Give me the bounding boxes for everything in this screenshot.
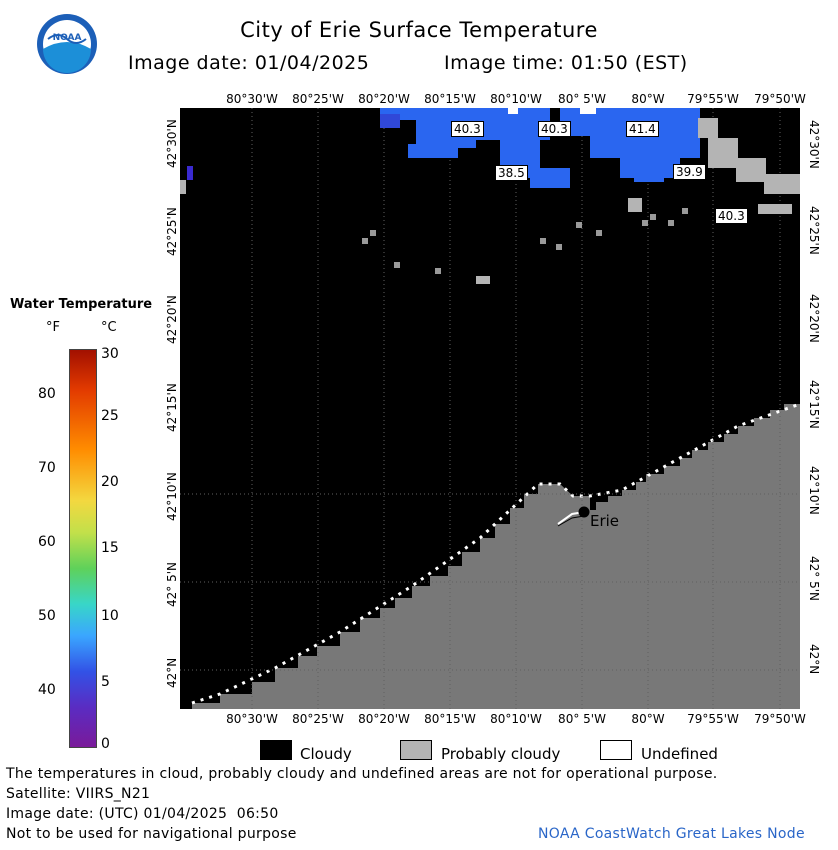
lon-label-top: 80° 5'W [558, 92, 606, 106]
lon-label-bottom: 80°10'W [490, 712, 542, 726]
scale-tick-f: 40 [38, 682, 56, 698]
footer-satellite: Satellite: VIIRS_N21 [6, 786, 151, 802]
scale-title: Water Temperature [10, 297, 153, 312]
scale-unit-f: °F [46, 320, 60, 335]
scale-tick-c: 5 [101, 674, 110, 690]
lon-label-top: 80°15'W [424, 92, 476, 106]
lon-label-bottom: 80°25'W [292, 712, 344, 726]
temp-label: 40.3 [715, 208, 748, 224]
lat-label-right: 42°25'N [807, 206, 821, 255]
lon-label-bottom: 80°15'W [424, 712, 476, 726]
erie-city-marker [578, 506, 590, 518]
map-title: City of Erie Surface Temperature [240, 18, 598, 42]
image-time: Image time: 01:50 (EST) [444, 52, 688, 74]
lat-label-left: 42° 5'N [165, 562, 179, 607]
lon-label-bottom: 79°55'W [687, 712, 739, 726]
footer-credit: NOAA CoastWatch Great Lakes Node [538, 826, 805, 842]
noaa-logo: NOAA [36, 13, 98, 75]
lon-label-top: 79°50'W [754, 92, 806, 106]
lat-label-left: 42°25'N [165, 207, 179, 256]
lat-label-right: 42°N [807, 644, 821, 675]
scale-tick-f: 60 [38, 534, 56, 550]
lon-label-top: 80°25'W [292, 92, 344, 106]
lat-label-right: 42°10'N [807, 466, 821, 515]
speckle-pixels [362, 208, 688, 274]
scale-unit-c: °C [101, 320, 117, 335]
color-scale-bar [69, 349, 97, 748]
probably-cloudy-pixels [180, 118, 800, 284]
lon-label-bottom: 79°50'W [754, 712, 806, 726]
footer-note: The temperatures in cloud, probably clou… [6, 766, 718, 782]
legend-swatch-probably-cloudy [400, 740, 432, 760]
lon-label-bottom: 80°W [631, 712, 665, 726]
lat-label-right: 42°30'N [807, 120, 821, 169]
scale-tick-c: 15 [101, 540, 119, 556]
temp-label: 38.5 [495, 165, 528, 181]
lat-label-left: 42°15'N [165, 383, 179, 432]
lat-label-right: 42°20'N [807, 294, 821, 343]
lon-label-bottom: 80° 5'W [558, 712, 606, 726]
lat-label-right: 42°15'N [807, 380, 821, 429]
lon-label-top: 79°55'W [687, 92, 739, 106]
lat-label-left: 42°10'N [165, 472, 179, 521]
lon-label-top: 80°30'W [226, 92, 278, 106]
legend-label-undefined: Undefined [641, 745, 718, 763]
temp-label: 39.9 [673, 164, 706, 180]
footer-utc-date: Image date: (UTC) 01/04/2025 06:50 [6, 806, 279, 822]
temp-label: 40.3 [538, 121, 571, 137]
undefined-pixels [508, 108, 596, 114]
lat-label-right: 42° 5'N [807, 556, 821, 601]
legend-label-probably-cloudy: Probably cloudy [441, 745, 561, 763]
scale-tick-c: 20 [101, 474, 119, 490]
lat-label-left: 42°N [165, 657, 179, 688]
footer-nav-warning: Not to be used for navigational purpose [6, 826, 297, 842]
city-label: Erie [590, 512, 620, 530]
legend-swatch-undefined [600, 740, 632, 760]
temp-label: 40.3 [451, 121, 484, 137]
noaa-logo-text: NOAA [52, 33, 82, 43]
scale-tick-f: 80 [38, 386, 56, 402]
lon-label-bottom: 80°20'W [358, 712, 410, 726]
lat-label-left: 42°30'N [165, 119, 179, 168]
temperature-map [180, 108, 800, 709]
scale-tick-c: 0 [101, 736, 110, 752]
lon-label-top: 80°10'W [490, 92, 542, 106]
scale-tick-c: 30 [101, 346, 119, 362]
scale-tick-c: 25 [101, 408, 119, 424]
image-date: Image date: 01/04/2025 [128, 52, 370, 74]
lon-label-bottom: 80°30'W [226, 712, 278, 726]
temp-label: 41.4 [626, 121, 659, 137]
legend-label-cloudy: Cloudy [300, 745, 352, 763]
lon-label-top: 80°W [631, 92, 665, 106]
scale-tick-f: 70 [38, 460, 56, 476]
lat-label-left: 42°20'N [165, 295, 179, 344]
scale-tick-c: 10 [101, 608, 119, 624]
scale-tick-f: 50 [38, 608, 56, 624]
lon-label-top: 80°20'W [358, 92, 410, 106]
legend-swatch-cloudy [260, 740, 292, 760]
graticule [180, 108, 800, 709]
